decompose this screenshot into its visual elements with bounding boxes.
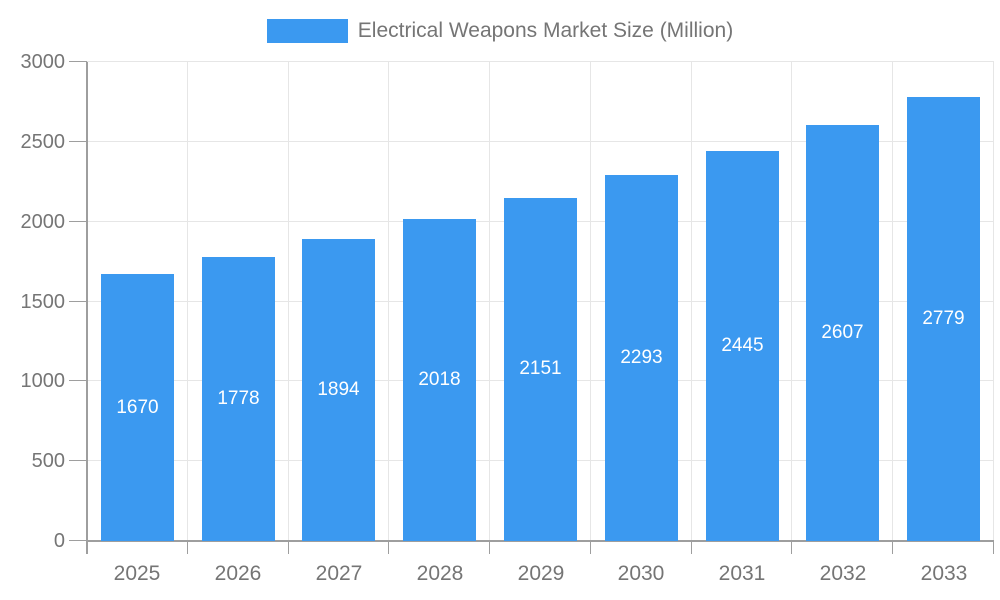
x-axis-tick: [993, 541, 994, 554]
y-tick-label: 1500: [20, 291, 66, 313]
bar: [101, 274, 174, 541]
bar-value-label: 2293: [620, 347, 663, 368]
gridline-vertical: [993, 62, 994, 541]
y-tick-label: 2500: [20, 131, 66, 153]
bar: [706, 151, 779, 541]
x-axis-tick: [187, 541, 188, 554]
gridline-horizontal: [87, 61, 994, 62]
x-tick-label: 2030: [617, 562, 665, 585]
x-axis-tick: [892, 541, 893, 554]
legend-label: Electrical Weapons Market Size (Million): [357, 19, 734, 42]
gridline-vertical: [388, 62, 389, 541]
bar-value-label: 1670: [116, 397, 159, 418]
gridline-vertical: [489, 62, 490, 541]
gridline-vertical: [590, 62, 591, 541]
bar-value-label: 2151: [519, 358, 562, 379]
x-tick-label: 2033: [920, 562, 968, 585]
bar: [806, 125, 879, 541]
gridline-vertical: [691, 62, 692, 541]
x-tick-label: 2027: [315, 562, 363, 585]
bar: [504, 198, 577, 541]
y-axis-line: [86, 62, 88, 554]
bar: [302, 239, 375, 541]
x-axis-tick: [489, 541, 490, 554]
y-axis-tick: [69, 61, 87, 62]
x-axis-tick: [288, 541, 289, 554]
y-axis-tick: [69, 380, 87, 381]
legend-swatch: [266, 19, 348, 43]
x-tick-label: 2032: [819, 562, 867, 585]
y-tick-label: 0: [53, 530, 65, 552]
gridline-vertical: [892, 62, 893, 541]
bar-value-label: 1778: [217, 388, 260, 409]
x-axis-tick: [791, 541, 792, 554]
bar-value-label: 2779: [922, 308, 965, 329]
x-axis-tick: [590, 541, 591, 554]
bar-value-label: 2445: [721, 335, 764, 356]
bar: [605, 175, 678, 541]
gridline-vertical: [791, 62, 792, 541]
x-tick-label: 2029: [517, 562, 565, 585]
gridline-horizontal: [87, 141, 994, 142]
x-axis-tick: [691, 541, 692, 554]
bar-value-label: 2607: [821, 322, 864, 343]
y-axis-tick: [69, 540, 87, 541]
x-tick-label: 2025: [113, 562, 161, 585]
x-tick-label: 2026: [214, 562, 262, 585]
bar: [907, 97, 980, 541]
x-axis-line: [86, 540, 994, 542]
y-tick-label: 500: [31, 450, 65, 472]
y-axis-tick: [69, 460, 87, 461]
y-axis-tick: [69, 141, 87, 142]
x-tick-label: 2031: [718, 562, 766, 585]
bar-value-label: 2018: [418, 369, 461, 390]
y-axis-tick: [69, 301, 87, 302]
x-tick-label: 2028: [416, 562, 464, 585]
y-tick-label: 3000: [20, 51, 66, 73]
gridline-vertical: [288, 62, 289, 541]
y-tick-label: 1000: [20, 370, 66, 392]
bar: [202, 257, 275, 541]
gridline-vertical: [187, 62, 188, 541]
x-axis-tick: [388, 541, 389, 554]
y-tick-label: 2000: [20, 211, 66, 233]
bar: [403, 219, 476, 541]
y-axis-tick: [69, 221, 87, 222]
bar-value-label: 1894: [317, 379, 360, 400]
chart-legend[interactable]: Electrical Weapons Market Size (Million): [0, 16, 1000, 46]
